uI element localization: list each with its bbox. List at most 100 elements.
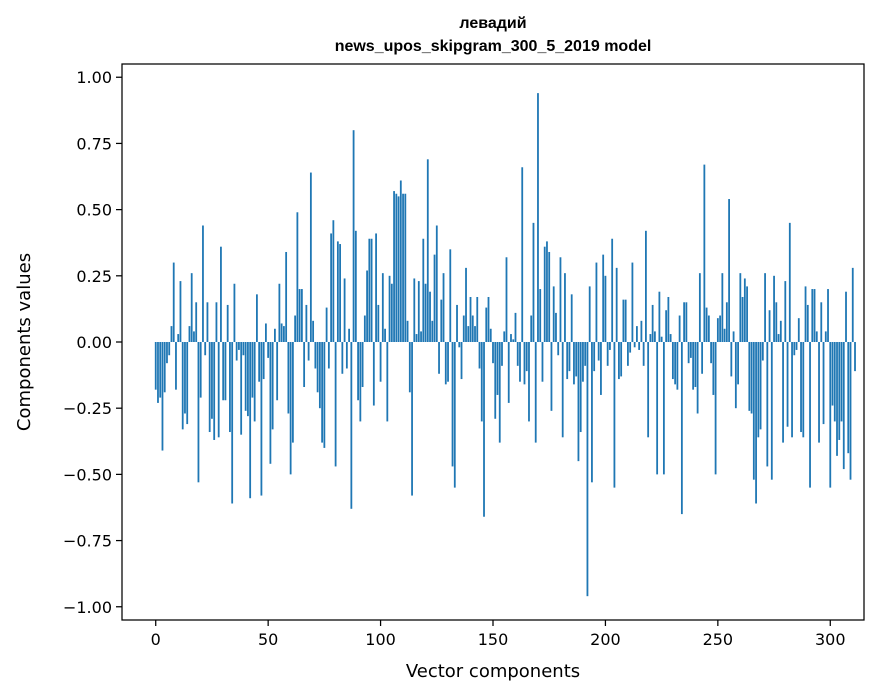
bar (179, 281, 182, 342)
bar (797, 318, 800, 342)
bar (253, 342, 256, 422)
bar (552, 286, 555, 342)
bar (550, 342, 553, 411)
bar (597, 342, 600, 361)
bar (305, 304, 308, 342)
bar (309, 172, 312, 342)
bar (707, 315, 710, 342)
bar (170, 326, 173, 342)
bar (827, 289, 829, 342)
bar (222, 342, 225, 401)
bar (593, 342, 596, 372)
bar (505, 257, 508, 342)
bar (743, 278, 746, 342)
bar (368, 238, 371, 342)
bar (584, 342, 587, 366)
bar (233, 283, 236, 342)
bar (622, 299, 625, 342)
bar (714, 342, 717, 475)
bar (258, 342, 261, 382)
bar (631, 262, 634, 342)
bar (606, 342, 609, 366)
bar (537, 93, 539, 343)
x-tick-label: 100 (365, 630, 396, 649)
bar (678, 315, 681, 342)
bar (307, 342, 310, 361)
bar (325, 307, 328, 342)
bar (465, 267, 467, 342)
bar (366, 270, 368, 342)
bar (503, 331, 506, 342)
bar (404, 193, 407, 342)
bar (806, 304, 809, 342)
bar (262, 342, 265, 380)
bar (770, 342, 773, 480)
bar (788, 222, 791, 342)
bar (752, 342, 755, 480)
bar (577, 342, 580, 462)
bar (161, 342, 164, 451)
bar (833, 342, 836, 422)
bar (818, 342, 820, 443)
bar (168, 342, 171, 356)
bar (725, 302, 728, 342)
bar (287, 342, 290, 414)
bar (177, 334, 180, 342)
bar (435, 225, 438, 342)
bar (671, 342, 674, 380)
bar (777, 334, 780, 342)
bar (159, 342, 162, 398)
bar (217, 342, 220, 438)
bar (300, 289, 303, 342)
bar (494, 342, 497, 419)
bar (312, 320, 315, 342)
bar (231, 342, 234, 504)
bar (375, 233, 377, 342)
bar (723, 328, 726, 342)
bar (633, 342, 636, 348)
bar (793, 342, 796, 356)
bar (528, 342, 530, 422)
bar (476, 296, 479, 342)
bar (166, 342, 168, 364)
bar (525, 342, 528, 372)
bar (719, 315, 721, 342)
bar (851, 267, 854, 342)
bar (582, 342, 584, 382)
bar (692, 342, 695, 390)
bar (197, 342, 200, 483)
bar (609, 342, 611, 350)
bar (456, 304, 458, 342)
bar (274, 328, 276, 342)
bar (730, 342, 733, 377)
bar (184, 342, 186, 414)
bar (235, 342, 238, 361)
bar (215, 302, 218, 342)
bar (211, 342, 213, 419)
bar (694, 342, 697, 388)
bar (685, 302, 688, 342)
y-tick-label: 1.00 (76, 68, 112, 87)
bar (791, 342, 793, 438)
bar (573, 342, 575, 385)
bar (570, 294, 573, 342)
bar (181, 342, 184, 430)
bar (541, 342, 544, 382)
bar (220, 246, 222, 342)
bar (327, 342, 330, 369)
bar (316, 342, 319, 393)
y-tick-label: −0.75 (63, 532, 112, 551)
bar (645, 230, 647, 342)
bar (429, 291, 431, 342)
bar (674, 342, 677, 385)
bar (840, 342, 843, 422)
bar (698, 273, 701, 342)
bar (766, 342, 769, 467)
bar (662, 342, 665, 475)
bar (761, 342, 764, 361)
bar (696, 342, 699, 414)
bar (750, 342, 753, 414)
bar (265, 323, 267, 342)
bar (478, 342, 481, 369)
